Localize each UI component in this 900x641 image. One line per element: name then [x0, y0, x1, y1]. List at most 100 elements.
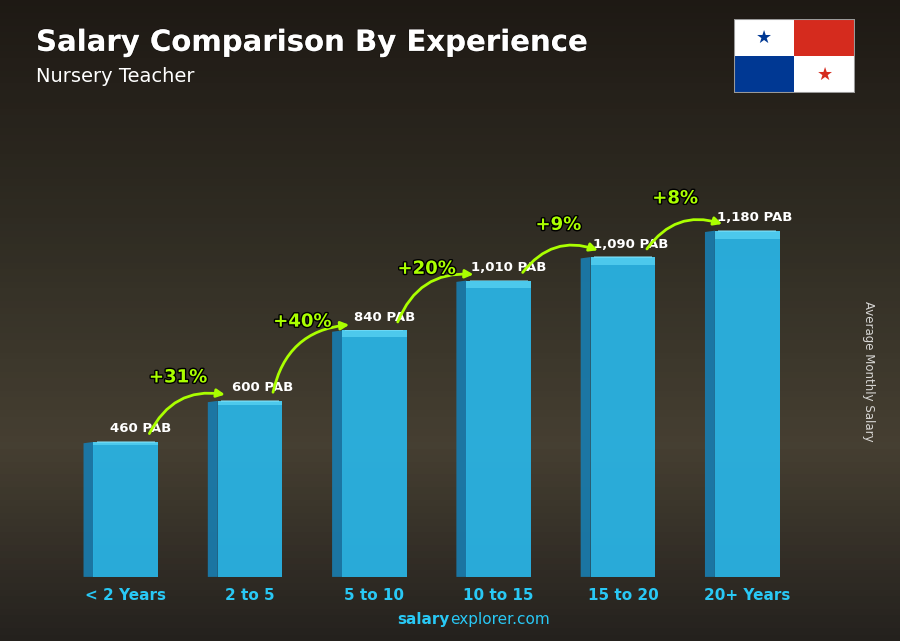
- Polygon shape: [332, 330, 342, 577]
- Bar: [0, 308, 900, 314]
- Bar: [0, 45, 900, 51]
- Bar: [0, 269, 900, 276]
- Bar: [0, 526, 900, 532]
- Text: Salary Comparison By Experience: Salary Comparison By Experience: [36, 29, 587, 57]
- Bar: [0, 205, 900, 212]
- Bar: [218, 401, 283, 405]
- Bar: [0, 115, 900, 122]
- Bar: [734, 56, 794, 93]
- Bar: [0, 340, 900, 346]
- Bar: [0, 410, 900, 417]
- Bar: [0, 109, 900, 115]
- Bar: [0, 199, 900, 205]
- Bar: [0, 494, 900, 500]
- Bar: [0, 635, 900, 641]
- Bar: [96, 442, 155, 443]
- Bar: [0, 276, 900, 282]
- Bar: [0, 481, 900, 487]
- Text: 840 PAB: 840 PAB: [354, 311, 415, 324]
- Bar: [0, 256, 900, 263]
- Bar: [0, 359, 900, 365]
- Bar: [0, 218, 900, 224]
- Bar: [0, 397, 900, 404]
- Bar: [0, 365, 900, 372]
- Bar: [0, 615, 900, 622]
- Bar: [0, 122, 900, 128]
- Bar: [734, 19, 794, 56]
- Bar: [0, 224, 900, 231]
- Text: 1,010 PAB: 1,010 PAB: [471, 261, 546, 274]
- Bar: [715, 231, 779, 239]
- Bar: [0, 353, 900, 359]
- Bar: [0, 429, 900, 436]
- Text: 1,180 PAB: 1,180 PAB: [717, 212, 792, 224]
- Bar: [342, 330, 407, 577]
- Bar: [346, 330, 403, 331]
- Bar: [0, 558, 900, 564]
- Bar: [0, 417, 900, 423]
- Bar: [466, 281, 531, 577]
- Bar: [0, 333, 900, 340]
- Bar: [0, 96, 900, 103]
- Bar: [715, 231, 779, 577]
- Bar: [794, 56, 855, 93]
- Bar: [0, 71, 900, 77]
- Bar: [0, 545, 900, 551]
- Bar: [94, 442, 158, 445]
- Bar: [466, 281, 531, 288]
- Bar: [0, 551, 900, 558]
- Bar: [594, 256, 652, 258]
- Bar: [0, 212, 900, 218]
- Bar: [0, 590, 900, 596]
- Bar: [0, 391, 900, 397]
- Bar: [0, 13, 900, 19]
- Bar: [0, 6, 900, 13]
- Bar: [590, 257, 655, 577]
- Bar: [0, 372, 900, 378]
- Bar: [0, 263, 900, 269]
- Bar: [221, 400, 279, 402]
- Bar: [0, 532, 900, 538]
- Bar: [0, 455, 900, 462]
- Bar: [0, 449, 900, 455]
- Text: +8%: +8%: [652, 189, 698, 208]
- Bar: [0, 135, 900, 141]
- Text: +31%: +31%: [148, 369, 207, 387]
- Bar: [590, 257, 655, 265]
- Bar: [0, 404, 900, 410]
- Bar: [0, 26, 900, 32]
- Bar: [0, 295, 900, 301]
- Bar: [0, 577, 900, 583]
- Text: Average Monthly Salary: Average Monthly Salary: [862, 301, 875, 442]
- Bar: [0, 538, 900, 545]
- Bar: [0, 19, 900, 26]
- Polygon shape: [84, 442, 94, 577]
- Bar: [0, 186, 900, 192]
- Polygon shape: [705, 231, 715, 577]
- Polygon shape: [580, 257, 590, 577]
- Text: 1,090 PAB: 1,090 PAB: [593, 238, 668, 251]
- Bar: [0, 462, 900, 468]
- Bar: [0, 51, 900, 58]
- Bar: [0, 519, 900, 526]
- Bar: [0, 90, 900, 96]
- Bar: [0, 179, 900, 186]
- Bar: [0, 167, 900, 173]
- Text: ★: ★: [756, 29, 772, 47]
- Bar: [0, 500, 900, 506]
- Bar: [0, 622, 900, 628]
- Bar: [0, 160, 900, 167]
- Bar: [0, 38, 900, 45]
- Bar: [0, 192, 900, 199]
- Bar: [0, 378, 900, 385]
- Bar: [0, 141, 900, 147]
- Text: explorer.com: explorer.com: [450, 612, 550, 627]
- Bar: [0, 423, 900, 429]
- Bar: [218, 401, 283, 577]
- Bar: [0, 570, 900, 577]
- Bar: [0, 103, 900, 109]
- Bar: [0, 442, 900, 449]
- Bar: [0, 237, 900, 244]
- Bar: [0, 474, 900, 481]
- Bar: [0, 231, 900, 237]
